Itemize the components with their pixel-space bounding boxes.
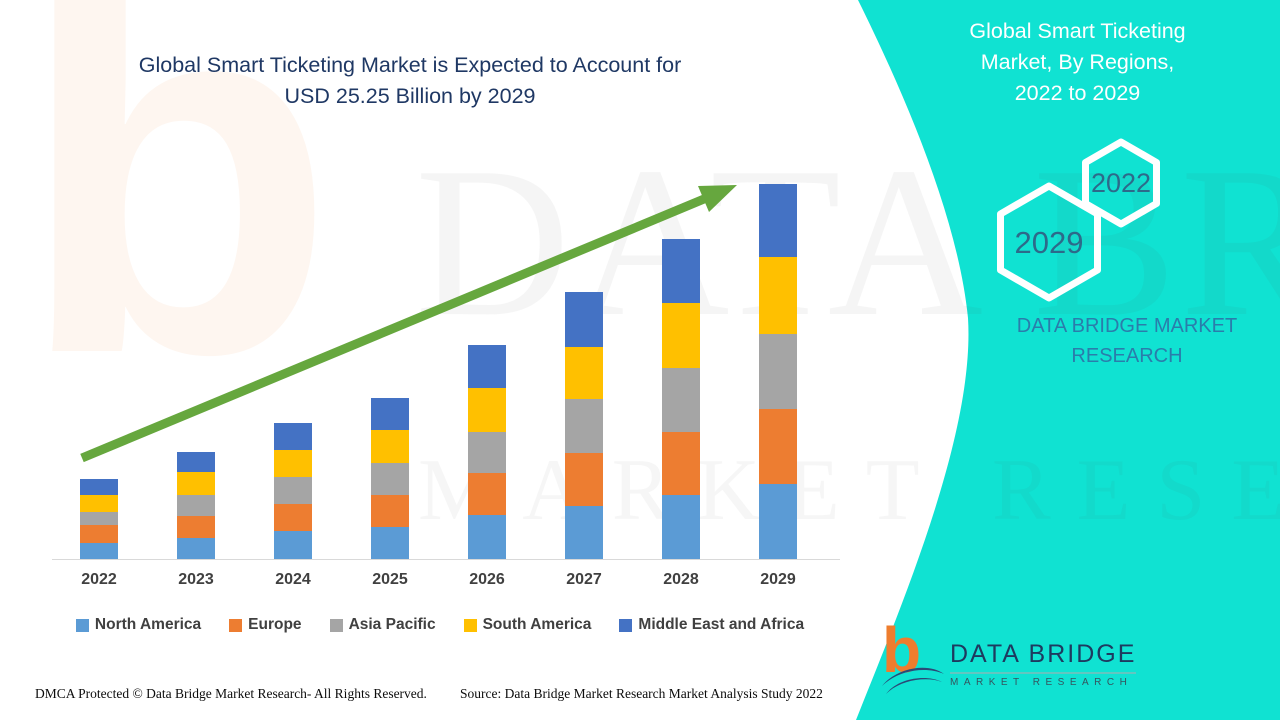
bar-segment-south-america-2024 [274,449,312,477]
legend-swatch-europe [229,618,243,632]
bar-segment-asia-pacific-2025 [371,463,409,496]
trend-arrow-head [698,185,737,212]
side-panel-title-line2: Market, By Regions, [980,50,1175,74]
bar-segment-asia-pacific-2024 [274,476,312,504]
legend: North America Europe Asia Pacific South Ame… [40,616,840,634]
logo-name: DATA BRIDGE [950,640,1137,674]
bar-segment-north-america-2025 [371,527,409,559]
bar-segment-asia-pacific-2026 [468,432,506,473]
legend-label-north-america: North America [94,616,202,633]
hexagon-2022-label: 2022 [1091,168,1151,198]
bar-segment-europe-2025 [371,495,409,528]
legend-label-asia-pacific: Asia Pacific [348,616,436,633]
bar-segment-north-america-2026 [468,515,506,559]
dmca-notice: DMCA Protected © Data Bridge Market Rese… [35,686,427,701]
bar-segment-south-america-2027 [565,346,603,399]
logo-swoosh-icon [882,667,944,694]
trend-arrow-shaft [80,194,706,463]
bar-segment-europe-2027 [565,452,603,506]
bar-segment-north-america-2029 [759,484,797,559]
bar-segment-north-america-2024 [274,530,312,559]
bar-segment-middle-east-and-africa-2026 [468,344,506,389]
x-axis-label-2023: 2023 [178,571,214,588]
hexagon-2029 [997,182,1101,302]
bar-segment-north-america-2027 [565,505,603,559]
bar-segment-south-america-2026 [468,388,506,432]
bar-segment-north-america-2028 [662,494,700,559]
bar-segment-south-america-2022 [80,494,118,512]
x-axis-label-2025: 2025 [372,571,408,588]
bar-segment-north-america-2023 [177,538,215,559]
bar-segment-middle-east-and-africa-2027 [565,291,603,347]
bar-segment-europe-2028 [662,432,700,495]
bar-segment-middle-east-and-africa-2028 [662,238,700,303]
legend-label-middle-east-and-africa: Middle East and Africa [638,616,805,633]
hexagon-2029-label: 2029 [1015,225,1084,260]
x-axis-label-2024: 2024 [275,571,311,588]
footer-logo: b DATA BRIDGE MARKET RESEARCH [882,614,1137,700]
chart-title-line2: USD 25.25 Billion by 2029 [284,84,536,108]
side-panel-title-line3: 2022 to 2029 [1014,81,1141,105]
side-panel-shape [856,0,1280,720]
bar-segment-north-america-2022 [80,542,118,559]
side-panel-title: Global Smart Ticketing Market, By Region… [935,16,1220,109]
legend-swatch-north-america [75,618,89,632]
legend-item-middle-east-and-africa: Middle East and Africa [619,616,804,634]
bar-segment-south-america-2028 [662,302,700,368]
bar-segment-europe-2026 [468,473,506,516]
legend-item-asia-pacific: Asia Pacific [329,616,436,634]
bar-segment-asia-pacific-2027 [565,398,603,453]
bar-segment-europe-2023 [177,516,215,539]
bar-segment-middle-east-and-africa-2023 [177,452,215,473]
bar-segment-middle-east-and-africa-2024 [274,422,312,450]
bar-segment-middle-east-and-africa-2029 [759,184,797,258]
bar-segment-europe-2029 [759,409,797,484]
bar-segment-asia-pacific-2023 [177,495,215,517]
logo-tagline: MARKET RESEARCH [950,677,1133,688]
side-panel-brand-text: DATA BRIDGE MARKET RESEARCH [1016,315,1238,367]
bar-segment-middle-east-and-africa-2022 [80,478,118,495]
logo-text-column: DATA BRIDGE MARKET RESEARCH [950,628,1137,688]
bar-segment-asia-pacific-2029 [759,334,797,409]
bar-segment-asia-pacific-2028 [662,368,700,432]
legend-label-south-america: South America [482,616,592,633]
bar-segment-asia-pacific-2022 [80,511,118,525]
bar-segment-south-america-2025 [371,430,409,464]
legend-item-europe: Europe [229,616,302,634]
legend-swatch-asia-pacific [329,618,343,632]
bar-segment-south-america-2023 [177,472,215,496]
source-note: Source: Data Bridge Market Research Mark… [460,686,823,701]
x-axis-label-2028: 2028 [663,571,699,588]
x-axis-label-2026: 2026 [469,571,505,588]
legend-label-europe: Europe [248,616,302,633]
chart-title-line1: Global Smart Ticketing Market is Expecte… [138,53,682,77]
x-axis-label-2029: 2029 [760,571,796,588]
bar-segment-europe-2024 [274,503,312,531]
bar-segment-europe-2022 [80,524,118,543]
watermark-logo-b: b [18,0,336,462]
chart-title: Global Smart Ticketing Market is Expecte… [55,50,765,112]
legend-swatch-middle-east-and-africa [619,618,633,632]
legend-item-north-america: North America [75,616,202,634]
x-axis-label-2022: 2022 [81,571,117,588]
databridge-logo-icon: b [882,614,944,700]
side-panel-title-line1: Global Smart Ticketing [969,19,1186,43]
legend-swatch-south-america [463,618,477,632]
hexagon-2022 [1082,138,1160,228]
bar-segment-south-america-2029 [759,257,797,334]
x-axis-label-2027: 2027 [566,571,602,588]
bar-segment-middle-east-and-africa-2025 [371,398,409,431]
x-axis-line [52,559,840,560]
legend-item-south-america: South America [463,616,592,634]
logo-b-glyph: b [882,614,922,686]
